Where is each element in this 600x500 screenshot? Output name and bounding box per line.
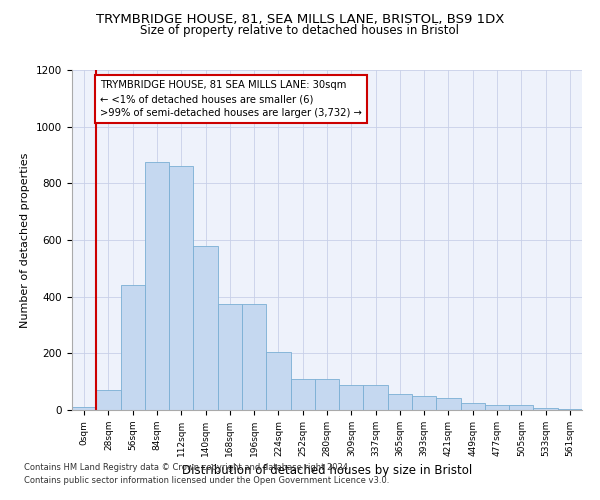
Bar	[145, 162, 169, 410]
Bar	[436, 398, 461, 410]
Text: Contains public sector information licensed under the Open Government Licence v3: Contains public sector information licen…	[24, 476, 389, 485]
Bar	[485, 405, 509, 410]
Bar	[193, 246, 218, 410]
X-axis label: Distribution of detached houses by size in Bristol: Distribution of detached houses by size …	[182, 464, 472, 477]
Bar	[364, 384, 388, 410]
Bar	[218, 304, 242, 410]
Bar	[121, 286, 145, 410]
Bar	[558, 408, 582, 410]
Text: Size of property relative to detached houses in Bristol: Size of property relative to detached ho…	[140, 24, 460, 37]
Bar	[266, 352, 290, 410]
Bar	[339, 384, 364, 410]
Bar	[96, 390, 121, 410]
Bar	[388, 394, 412, 410]
Text: Contains HM Land Registry data © Crown copyright and database right 2024.: Contains HM Land Registry data © Crown c…	[24, 464, 350, 472]
Text: TRYMBRIDGE HOUSE, 81, SEA MILLS LANE, BRISTOL, BS9 1DX: TRYMBRIDGE HOUSE, 81, SEA MILLS LANE, BR…	[96, 12, 504, 26]
Bar	[533, 408, 558, 410]
Bar	[242, 304, 266, 410]
Bar	[461, 403, 485, 410]
Bar	[72, 407, 96, 410]
Bar	[412, 396, 436, 410]
Bar	[169, 166, 193, 410]
Bar	[509, 405, 533, 410]
Bar	[315, 379, 339, 410]
Y-axis label: Number of detached properties: Number of detached properties	[20, 152, 31, 328]
Bar	[290, 379, 315, 410]
Text: TRYMBRIDGE HOUSE, 81 SEA MILLS LANE: 30sqm
← <1% of detached houses are smaller : TRYMBRIDGE HOUSE, 81 SEA MILLS LANE: 30s…	[100, 80, 362, 118]
